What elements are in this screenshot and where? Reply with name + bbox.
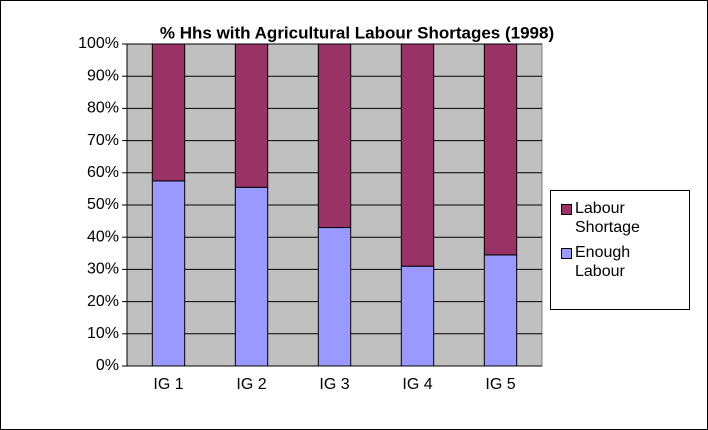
legend-swatch [561,248,572,259]
y-tick-label: 60% [87,164,119,181]
bar-segment [483,254,518,367]
legend-item: Enough Labour [555,243,685,281]
legend-swatch [561,204,572,215]
y-tick-label: 0% [96,357,119,374]
y-tick-label: 20% [87,293,119,310]
x-tick-label: IG 1 [153,376,183,393]
legend-label: Labour Shortage [575,200,640,236]
bar-segment [234,186,269,367]
x-tick-label: IG 2 [236,376,266,393]
chart-title: % Hhs with Agricultural Labour Shortages… [160,23,554,42]
bar-segment [400,43,435,267]
legend-label: Enough Labour [575,244,631,280]
y-tick-label: 90% [87,67,119,84]
x-tick-label: IG 3 [319,376,349,393]
bar-segment [151,43,186,182]
bar-segment [317,43,352,229]
y-tick-label: 80% [87,100,119,117]
y-tick-label: 70% [87,132,119,149]
bar-segment [400,265,435,367]
legend: Labour Shortage Enough Labour [550,190,690,310]
bar-segment [483,43,518,256]
x-tick-label: IG 4 [402,376,432,393]
y-tick-label: 40% [87,228,119,245]
x-tick-label: IG 5 [485,376,515,393]
y-tick-label: 10% [87,325,119,342]
y-tick-label: 100% [78,35,119,52]
bar-segment [151,180,186,367]
y-tick-label: 50% [87,196,119,213]
y-tick-label: 30% [87,261,119,278]
bar-segment [317,227,352,367]
bar-segment [234,43,269,188]
legend-item: Labour Shortage [555,199,685,237]
